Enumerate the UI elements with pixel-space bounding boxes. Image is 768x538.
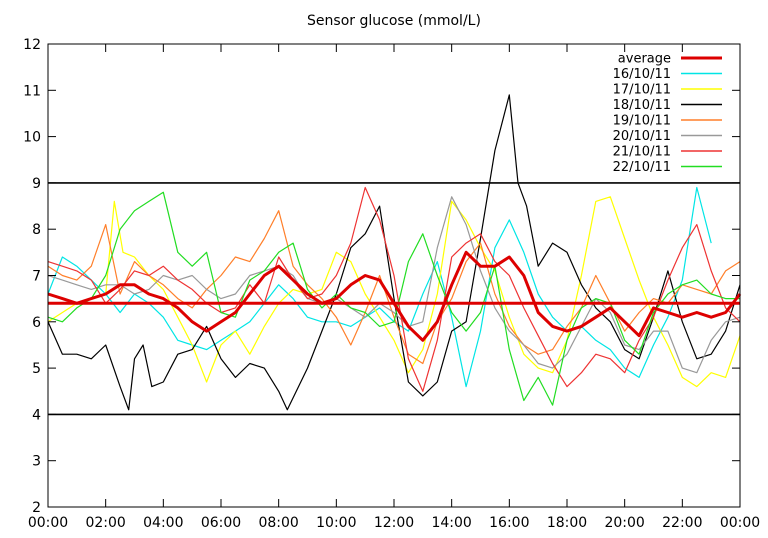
y-tick-label: 10 bbox=[23, 130, 41, 146]
series-line-20-10-11 bbox=[47, 196, 741, 374]
x-tick-label: 00:00 bbox=[28, 515, 68, 531]
legend-label: 21/10/11 bbox=[613, 145, 671, 160]
y-tick-label: 7 bbox=[32, 269, 41, 285]
x-tick-label: 06:00 bbox=[201, 515, 241, 531]
x-tick-label: 20:00 bbox=[604, 515, 644, 531]
series-line-18-10-11 bbox=[47, 94, 741, 411]
y-tick-label: 11 bbox=[23, 83, 41, 99]
series-line-average bbox=[47, 250, 742, 342]
legend-label: 22/10/11 bbox=[613, 160, 671, 175]
x-axis-tick-labels: 00:00 02:00 04:00 06:00 08:00 10:00 12:00 14:00… bbox=[28, 515, 760, 531]
y-tick-label: 5 bbox=[32, 361, 41, 377]
y-tick-label: 3 bbox=[32, 454, 41, 470]
y-tick-label: 8 bbox=[32, 222, 41, 238]
legend-label: 19/10/11 bbox=[613, 114, 671, 129]
axis-ticks bbox=[47, 43, 741, 508]
series-line-16-10-11 bbox=[47, 186, 712, 388]
legend-label: average bbox=[618, 52, 671, 67]
series-line-22-10-11 bbox=[47, 191, 740, 406]
legend-label: 20/10/11 bbox=[613, 129, 671, 144]
x-tick-label: 04:00 bbox=[143, 515, 183, 531]
chart-title: Sensor glucose (mmol/L) bbox=[307, 13, 481, 29]
average-line-layer bbox=[47, 250, 742, 342]
x-tick-label: 14:00 bbox=[431, 515, 471, 531]
x-tick-label: 18:00 bbox=[547, 515, 587, 531]
reference-lines bbox=[48, 182, 740, 416]
series-line-21-10-11 bbox=[47, 186, 741, 392]
legend-label: 16/10/11 bbox=[613, 67, 671, 82]
x-tick-label: 02:00 bbox=[85, 515, 125, 531]
y-tick-label: 12 bbox=[23, 37, 41, 53]
x-tick-label: 22:00 bbox=[662, 515, 702, 531]
x-tick-label: 10:00 bbox=[316, 515, 356, 531]
y-tick-label: 2 bbox=[32, 500, 41, 516]
series-lines bbox=[47, 94, 741, 411]
y-tick-label: 6 bbox=[32, 315, 41, 331]
legend-label: 18/10/11 bbox=[613, 98, 671, 113]
y-tick-label: 9 bbox=[32, 176, 41, 192]
x-tick-label: 16:00 bbox=[489, 515, 529, 531]
x-tick-label: 12:00 bbox=[374, 515, 414, 531]
legend-label: 17/10/11 bbox=[613, 83, 671, 98]
y-tick-label: 4 bbox=[32, 407, 41, 423]
x-tick-label: 00:00 bbox=[720, 515, 760, 531]
series-line-17-10-11 bbox=[47, 196, 741, 388]
series-line-19-10-11 bbox=[47, 210, 741, 365]
y-axis-tick-labels: 2 3 4 5 6 7 8 9 10 11 12 bbox=[23, 37, 41, 516]
legend: average16/10/1117/10/1118/10/1119/10/112… bbox=[613, 52, 722, 175]
x-tick-label: 08:00 bbox=[258, 515, 298, 531]
